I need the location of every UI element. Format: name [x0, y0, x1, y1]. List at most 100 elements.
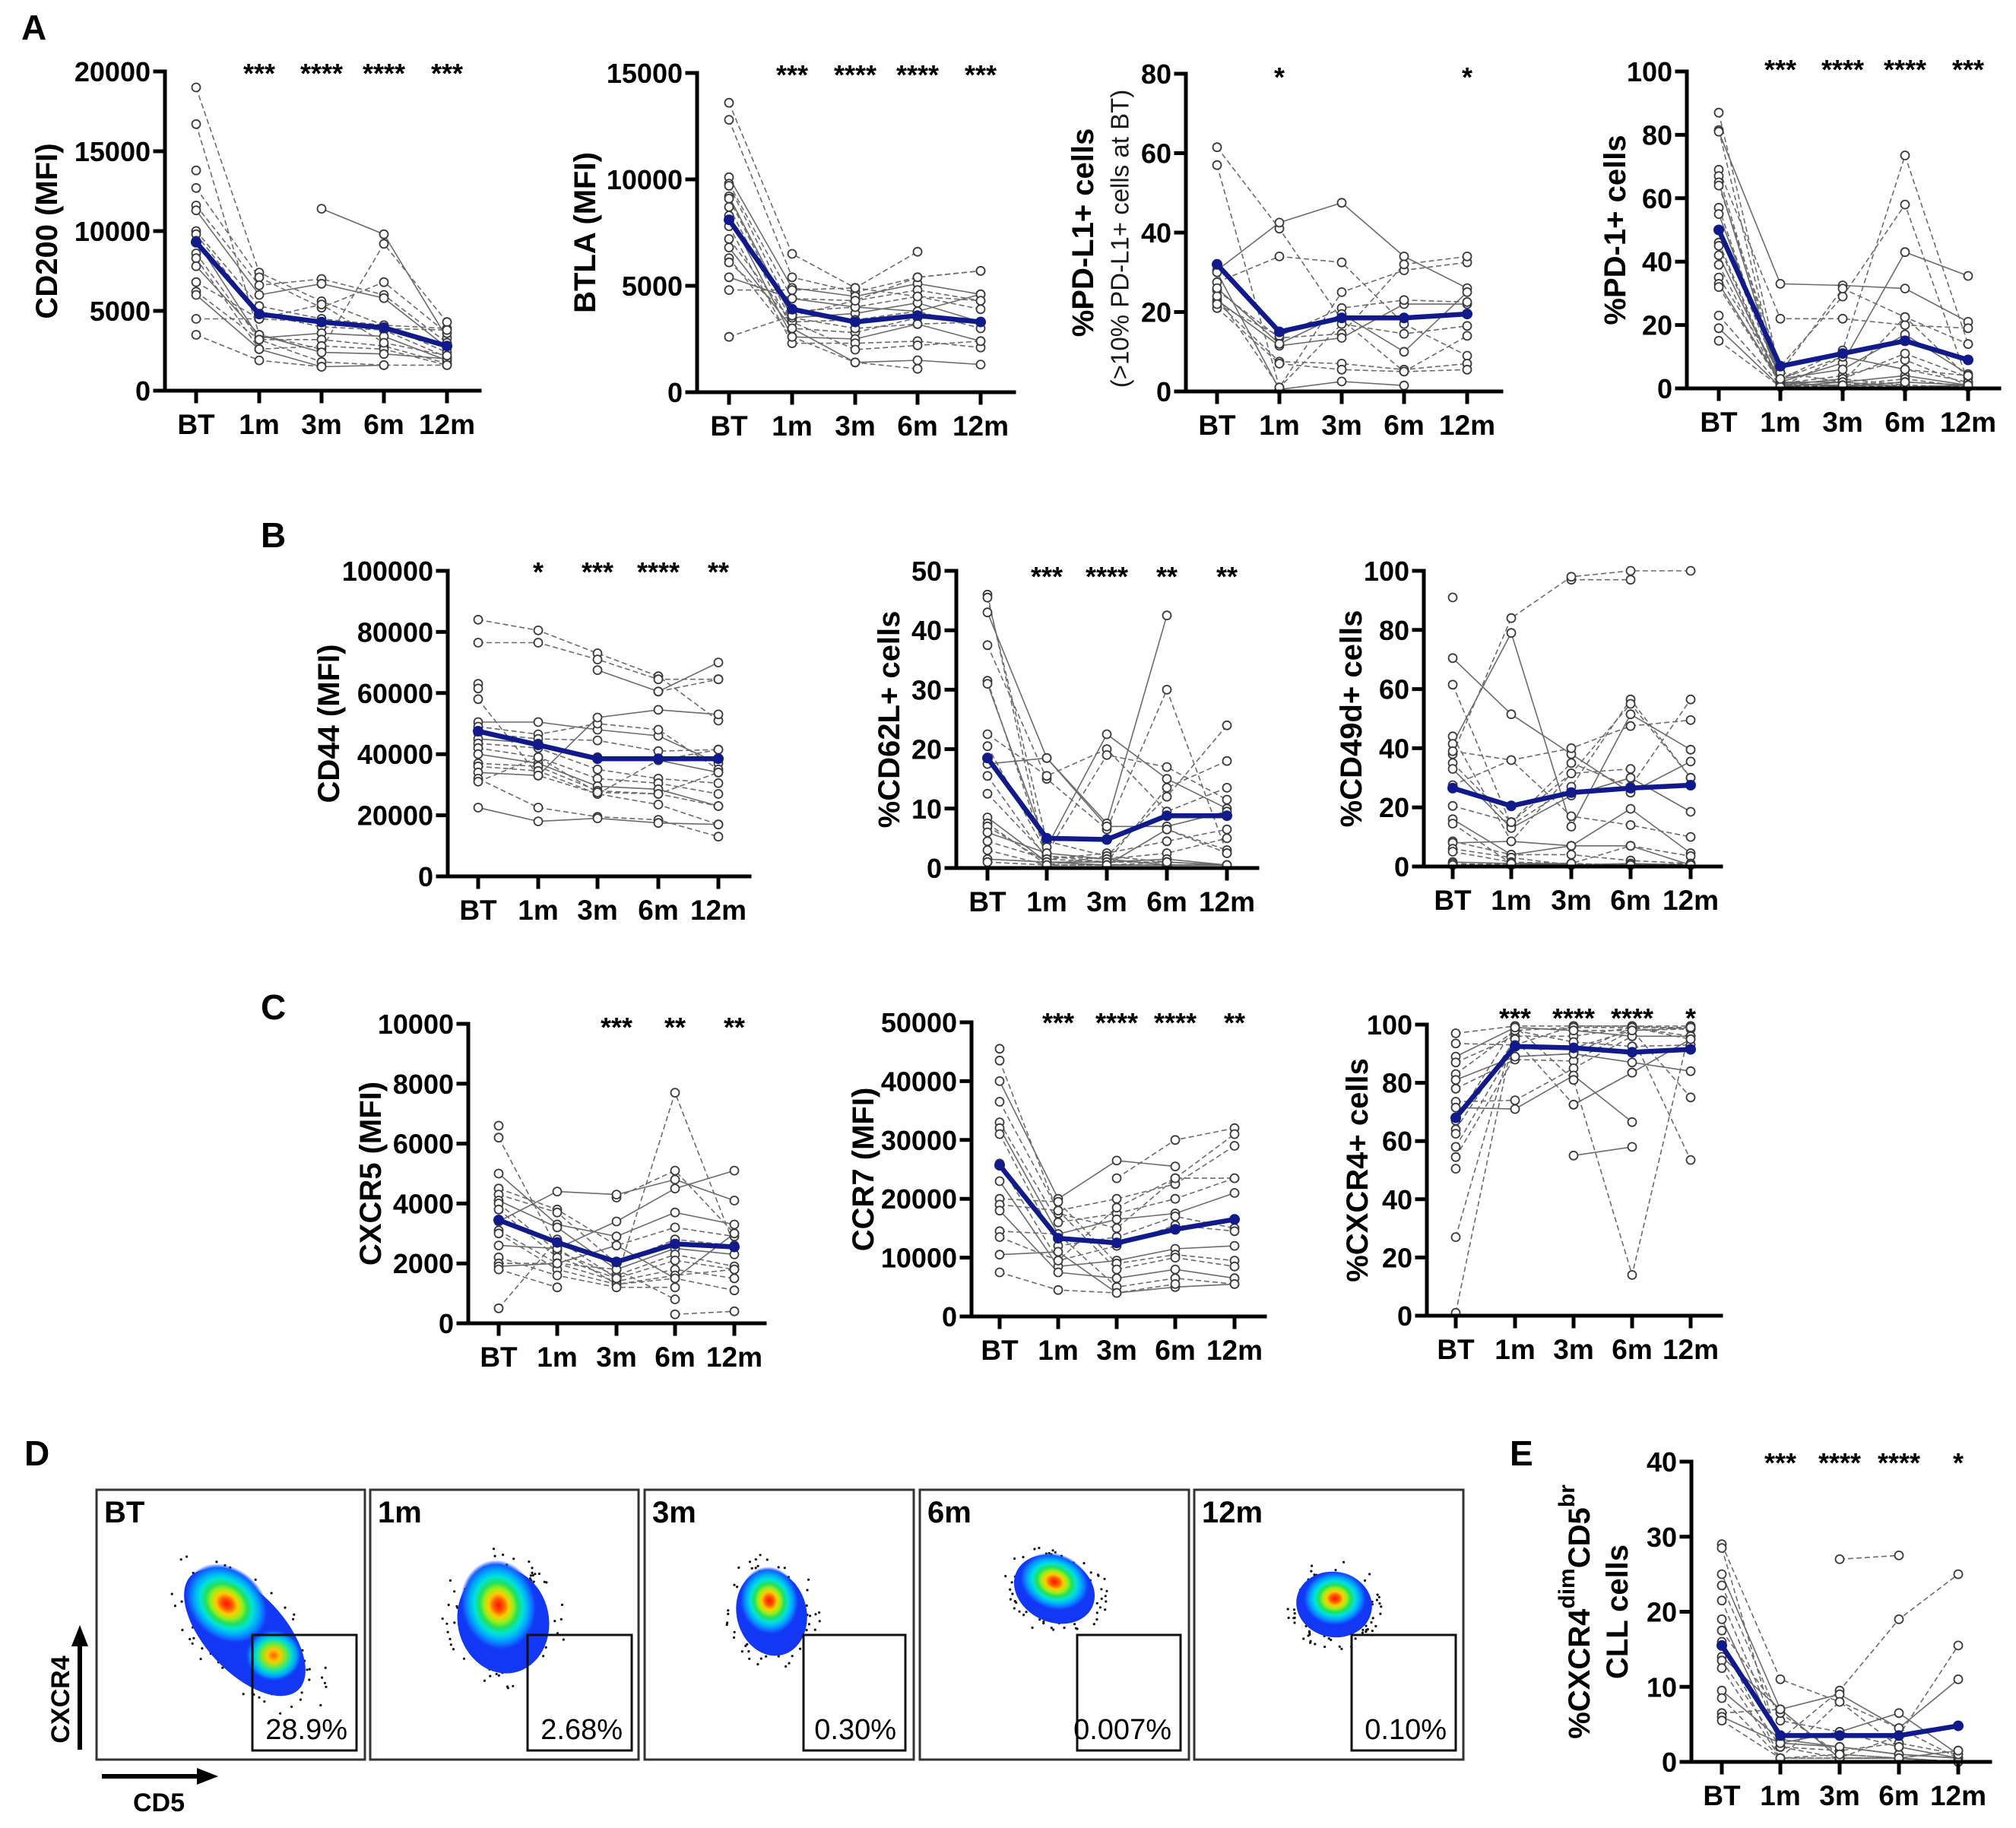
- subject-point: [1775, 278, 1786, 289]
- x-tick-label: 3m: [1819, 1780, 1859, 1811]
- subject-point: [912, 291, 923, 302]
- subject-point: [493, 1204, 504, 1215]
- mean-point: [1900, 335, 1910, 347]
- subject-point: [1685, 715, 1696, 725]
- subject-point: [1399, 259, 1409, 270]
- subject-point: [1212, 160, 1222, 170]
- subject-point: [1900, 348, 1910, 359]
- subject-point: [1775, 313, 1786, 324]
- subject-point: [982, 729, 993, 740]
- significance-label: ****: [896, 59, 939, 90]
- subject-point: [493, 1133, 504, 1143]
- subject-point: [592, 787, 603, 797]
- event-dot: [441, 1617, 444, 1620]
- subject-series: [1212, 142, 1472, 394]
- subject-point: [254, 280, 265, 290]
- subject-point: [1713, 126, 1724, 137]
- event-dot: [1334, 1569, 1337, 1572]
- subject-point: [1900, 320, 1910, 331]
- subject-point: [912, 355, 923, 366]
- subject-point: [1170, 1135, 1181, 1145]
- significance-label: ****: [300, 58, 343, 89]
- timepoint-label: 6m: [927, 1496, 972, 1529]
- subject-series: [1450, 1021, 1696, 1318]
- event-dot: [1361, 1631, 1364, 1634]
- chart-cd62l: 0 10 20 30 40 50 BT 1m *** 3m **** 6m ** 12m ** %CD62L+…: [873, 556, 1260, 917]
- event-dot: [199, 1658, 202, 1661]
- subject-point: [473, 749, 483, 759]
- subject-line: [728, 238, 981, 350]
- y-tick-label: 0: [135, 375, 151, 407]
- subject-point: [254, 290, 265, 300]
- subject-point: [1963, 323, 1973, 334]
- y-tick-label: 20000: [881, 1183, 957, 1215]
- event-dot: [759, 1657, 762, 1660]
- subject-point: [1111, 1273, 1122, 1284]
- gate-cxcr4dim-cd5br: [1350, 1633, 1457, 1752]
- flow-plots: 28.9% BT 2.68% 1m 0.30% 3m 0.007% 6m 0.10% 12m: [95, 1488, 1465, 1761]
- subject-line: [1718, 208, 1969, 386]
- event-dot: [726, 1621, 729, 1624]
- event-dot: [1104, 1608, 1107, 1611]
- subject-point: [1162, 836, 1172, 847]
- event-dot: [1340, 1647, 1343, 1650]
- subject-point: [1510, 1022, 1520, 1033]
- subject-point: [1894, 1741, 1904, 1752]
- subject-point: [533, 638, 544, 648]
- x-tick-label: 3m: [577, 895, 617, 926]
- subject-point: [1685, 566, 1696, 576]
- event-dot: [323, 1681, 326, 1684]
- subject-point: [592, 764, 603, 775]
- mean-point: [1963, 354, 1973, 366]
- subject-point: [975, 265, 986, 276]
- subject-point: [493, 1240, 504, 1250]
- y-axis-title: CD200 (MFI): [30, 143, 64, 318]
- event-dot: [1302, 1637, 1305, 1640]
- subject-point: [1212, 142, 1222, 153]
- y-tick-label: 80: [1141, 59, 1171, 90]
- subject-point: [653, 686, 664, 697]
- event-dot: [170, 1592, 173, 1595]
- subject-point: [442, 360, 452, 370]
- subject-point: [1894, 1708, 1904, 1719]
- subject-point: [729, 1273, 740, 1284]
- subject-line: [477, 743, 719, 784]
- flow-plot-6m: 0.007% 6m: [918, 1488, 1190, 1761]
- event-dot: [1011, 1592, 1014, 1595]
- subject-point: [1053, 1267, 1063, 1278]
- flow-y-axis-label: CXCR4: [46, 1655, 75, 1743]
- subject-point: [442, 317, 452, 328]
- subject-point: [1447, 680, 1458, 690]
- y-tick-label: 60: [1141, 138, 1171, 169]
- subject-series: [724, 97, 986, 374]
- subject-point: [533, 803, 544, 813]
- event-dot: [740, 1650, 744, 1653]
- event-dot: [279, 1712, 282, 1715]
- mean-point: [994, 1160, 1005, 1171]
- subject-point: [592, 735, 603, 746]
- mean-point: [1462, 309, 1472, 320]
- subject-point: [1212, 283, 1222, 293]
- subject-line: [1455, 1027, 1691, 1237]
- subject-point: [1627, 1270, 1637, 1280]
- event-dot: [543, 1580, 546, 1583]
- subject-point: [982, 857, 993, 867]
- subject-point: [994, 1232, 1005, 1242]
- event-dot: [325, 1685, 328, 1688]
- mean-point: [1336, 312, 1347, 324]
- subject-point: [670, 1294, 680, 1304]
- x-tick-label: 12m: [1439, 410, 1495, 441]
- flow-plot-BT: 28.9% BT: [95, 1488, 366, 1761]
- subject-point: [1566, 841, 1577, 851]
- event-dot: [559, 1617, 563, 1620]
- subject-point: [1447, 800, 1458, 811]
- mean-point: [1399, 312, 1409, 324]
- subject-point: [493, 1120, 504, 1131]
- subject-point: [787, 323, 797, 334]
- mean-point: [724, 214, 734, 226]
- event-dot: [1096, 1573, 1100, 1576]
- x-tick-label: 12m: [690, 895, 746, 926]
- event-dot: [324, 1666, 327, 1669]
- event-dot: [1308, 1631, 1311, 1634]
- event-dot: [1311, 1564, 1314, 1567]
